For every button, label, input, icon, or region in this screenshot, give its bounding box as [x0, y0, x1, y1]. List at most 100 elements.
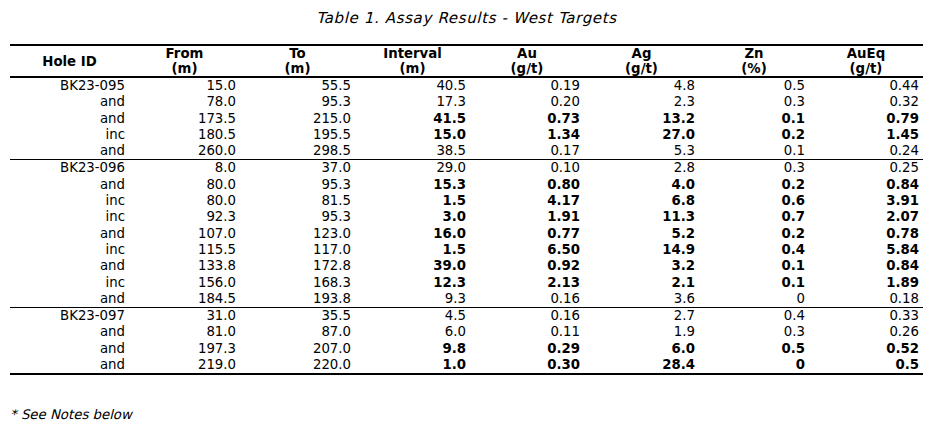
cell-to: 193.8	[240, 291, 355, 308]
table-row: inc180.5195.515.01.3427.00.21.45	[10, 127, 923, 143]
cell-aueq: 0.24	[809, 143, 923, 160]
cell-interval: 41.5	[355, 111, 470, 127]
cell-aueq: 0.5	[809, 357, 923, 374]
cell-hole: inc	[10, 209, 129, 225]
cell-ag: 14.9	[584, 242, 699, 258]
cell-from: 80.0	[129, 193, 240, 209]
cell-zn: 0	[699, 291, 809, 308]
cell-aueq: 0.79	[809, 111, 923, 127]
cell-ag: 13.2	[584, 111, 699, 127]
cell-to: 207.0	[240, 341, 355, 357]
cell-ag: 2.3	[584, 94, 699, 110]
cell-au: 0.10	[470, 160, 584, 177]
cell-aueq: 1.45	[809, 127, 923, 143]
cell-zn: 0.4	[699, 242, 809, 258]
cell-hole: and	[10, 324, 129, 340]
cell-au: 0.16	[470, 291, 584, 308]
table-row: and260.0298.538.50.175.30.10.24	[10, 143, 923, 160]
cell-from: 31.0	[129, 308, 240, 325]
cell-from: 115.5	[129, 242, 240, 258]
col-header-from: From(m)	[129, 45, 240, 77]
hole-group-2: BK23-0968.037.029.00.102.80.30.25and80.0…	[10, 160, 923, 308]
cell-from: 92.3	[129, 209, 240, 225]
cell-interval: 3.0	[355, 209, 470, 225]
cell-interval: 1.5	[355, 242, 470, 258]
cell-ag: 11.3	[584, 209, 699, 225]
cell-interval: 9.3	[355, 291, 470, 308]
cell-aueq: 0.32	[809, 94, 923, 110]
cell-zn: 0	[699, 357, 809, 374]
cell-hole: and	[10, 226, 129, 242]
cell-ag: 1.9	[584, 324, 699, 340]
cell-to: 95.3	[240, 177, 355, 193]
cell-from: 180.5	[129, 127, 240, 143]
cell-from: 78.0	[129, 94, 240, 110]
cell-hole: inc	[10, 242, 129, 258]
cell-au: 0.16	[470, 308, 584, 325]
cell-zn: 0.5	[699, 77, 809, 94]
cell-hole: and	[10, 291, 129, 308]
cell-from: 80.0	[129, 177, 240, 193]
cell-from: 197.3	[129, 341, 240, 357]
table-row: BK23-0968.037.029.00.102.80.30.25	[10, 160, 923, 177]
cell-interval: 15.3	[355, 177, 470, 193]
table-row: inc80.081.51.54.176.80.63.91	[10, 193, 923, 209]
cell-aueq: 3.91	[809, 193, 923, 209]
cell-hole: inc	[10, 275, 129, 291]
cell-ag: 3.6	[584, 291, 699, 308]
cell-zn: 0.1	[699, 275, 809, 291]
cell-from: 156.0	[129, 275, 240, 291]
table-title: Table 1. Assay Results - West Targets	[0, 8, 933, 28]
cell-to: 123.0	[240, 226, 355, 242]
cell-au: 0.92	[470, 258, 584, 274]
cell-from: 260.0	[129, 143, 240, 160]
cell-ag: 2.7	[584, 308, 699, 325]
cell-from: 173.5	[129, 111, 240, 127]
table-row: BK23-09515.055.540.50.194.80.50.44	[10, 77, 923, 94]
cell-aueq: 1.89	[809, 275, 923, 291]
table-row: inc156.0168.312.32.132.10.11.89	[10, 275, 923, 291]
cell-aueq: 0.52	[809, 341, 923, 357]
cell-au: 6.50	[470, 242, 584, 258]
cell-aueq: 2.07	[809, 209, 923, 225]
cell-zn: 0.7	[699, 209, 809, 225]
cell-au: 0.20	[470, 94, 584, 110]
cell-to: 195.5	[240, 127, 355, 143]
cell-au: 1.34	[470, 127, 584, 143]
table-row: and80.095.315.30.804.00.20.84	[10, 177, 923, 193]
cell-zn: 0.2	[699, 127, 809, 143]
cell-hole: BK23-095	[10, 77, 129, 94]
cell-interval: 4.5	[355, 308, 470, 325]
cell-to: 87.0	[240, 324, 355, 340]
cell-au: 0.17	[470, 143, 584, 160]
table-row: and184.5193.89.30.163.600.18	[10, 291, 923, 308]
cell-hole: inc	[10, 193, 129, 209]
cell-au: 0.77	[470, 226, 584, 242]
table-row: inc92.395.33.01.9111.30.72.07	[10, 209, 923, 225]
cell-hole: and	[10, 94, 129, 110]
cell-aueq: 5.84	[809, 242, 923, 258]
col-header-to: To(m)	[240, 45, 355, 77]
col-header-hole: Hole ID	[10, 45, 129, 77]
cell-au: 0.11	[470, 324, 584, 340]
cell-ag: 2.1	[584, 275, 699, 291]
cell-hole: and	[10, 177, 129, 193]
cell-zn: 0.3	[699, 94, 809, 110]
cell-to: 81.5	[240, 193, 355, 209]
cell-zn: 0.2	[699, 177, 809, 193]
cell-hole: and	[10, 143, 129, 160]
cell-hole: inc	[10, 127, 129, 143]
cell-from: 133.8	[129, 258, 240, 274]
table-row: and197.3207.09.80.296.00.50.52	[10, 341, 923, 357]
cell-aueq: 0.78	[809, 226, 923, 242]
cell-interval: 40.5	[355, 77, 470, 94]
cell-zn: 0.6	[699, 193, 809, 209]
cell-au: 0.73	[470, 111, 584, 127]
cell-aueq: 0.26	[809, 324, 923, 340]
cell-zn: 0.1	[699, 111, 809, 127]
cell-hole: and	[10, 357, 129, 374]
cell-from: 107.0	[129, 226, 240, 242]
cell-aueq: 0.33	[809, 308, 923, 325]
cell-interval: 39.0	[355, 258, 470, 274]
cell-au: 0.19	[470, 77, 584, 94]
